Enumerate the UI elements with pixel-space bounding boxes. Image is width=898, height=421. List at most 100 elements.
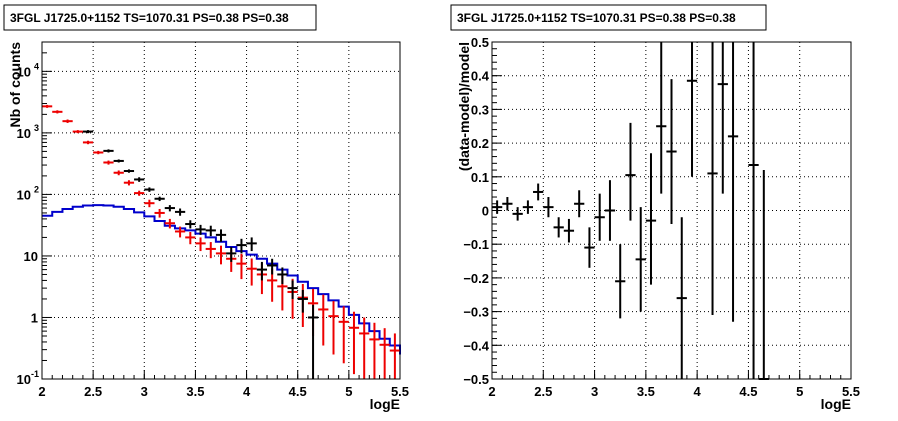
counts-title: 3FGL J1725.0+1152 TS=1070.31 PS=0.38 PS=… — [10, 11, 289, 25]
counts-xtick-label: 5 — [345, 384, 352, 399]
residual-point — [522, 200, 534, 214]
residuals-ytick-label: −0.2 — [463, 271, 489, 286]
residual-point — [645, 153, 657, 285]
model-count-point — [359, 317, 370, 379]
model-count-point — [185, 231, 196, 245]
model-count-point — [123, 180, 135, 186]
residual-point — [686, 42, 698, 177]
residual-point — [574, 190, 585, 218]
model-count-point — [215, 245, 227, 265]
residuals-ytick-label: −0.4 — [463, 338, 489, 353]
residuals-title-box — [450, 4, 767, 31]
residual-point — [543, 197, 554, 218]
residuals-ylabel: (data-model)/model — [456, 42, 472, 171]
model-count-point — [389, 333, 400, 379]
counts-ytick-label: 10 — [17, 126, 31, 141]
data-count-point — [307, 304, 319, 379]
counts-xtick-label: 3.5 — [186, 384, 204, 399]
residual-point — [492, 200, 503, 214]
counts-grid — [42, 42, 400, 379]
residual-point — [707, 42, 718, 315]
residuals-ytick-label: −0.1 — [463, 237, 489, 252]
model-count-point — [174, 226, 186, 238]
residual-point — [666, 79, 677, 224]
counts-ytick-exponent: -1 — [31, 369, 39, 379]
model-count-point — [134, 190, 145, 196]
residuals-grid — [492, 42, 851, 379]
model-count-point — [113, 170, 124, 176]
model-count-point — [338, 306, 349, 364]
data-count-point — [195, 224, 206, 235]
residuals-title: 3FGL J1725.0+1152 TS=1070.31 PS=0.38 PS=… — [457, 11, 736, 25]
residuals-xtick-label: 5.5 — [842, 384, 860, 399]
residuals-panel: 3FGL J1725.0+1152 TS=1070.31 PS=0.38 PS=… — [450, 4, 860, 412]
counts-frame — [41, 41, 401, 380]
data-count-point — [215, 229, 227, 242]
data-count-point — [297, 289, 308, 313]
counts-title-box — [3, 4, 317, 31]
model-count-point — [318, 294, 329, 346]
counts-xtick-label: 4.5 — [289, 384, 307, 399]
residuals-axes: 2 2.5 3 3.5 4 4.5 5 5.5 −0.5 −0.4 −0.3 −0.2 −0.1 0 0.1… — [463, 35, 860, 399]
residual-point — [502, 197, 513, 211]
data-count-point — [164, 205, 175, 212]
model-count-point — [93, 150, 104, 155]
model-count-point — [144, 199, 155, 208]
residuals-xlabel: logE — [821, 396, 851, 412]
data-count-point — [123, 169, 135, 173]
counts-marks — [42, 104, 401, 379]
counts-xtick-label: 2 — [38, 384, 45, 399]
counts-xlabel: logE — [370, 396, 400, 412]
counts-ylabel: Nb of counts — [7, 42, 23, 128]
data-count-point — [287, 280, 298, 299]
model-count-point — [195, 237, 206, 252]
residual-point — [758, 170, 769, 380]
model-count-point — [205, 242, 216, 259]
data-count-point — [246, 237, 257, 252]
data-count-point — [267, 258, 278, 275]
data-count-point — [236, 238, 247, 254]
residuals-xtick-label: 4 — [694, 384, 702, 399]
model-count-point — [164, 218, 175, 229]
counts-ytick-exponent: 2 — [34, 184, 39, 194]
data-count-point — [144, 187, 155, 192]
counts-ytick-exponent: 3 — [34, 123, 39, 133]
counts-ytick-label: 10 — [24, 249, 38, 264]
residual-point — [563, 218, 575, 243]
residual-point — [717, 42, 728, 194]
residual-point — [512, 207, 523, 221]
model-count-point — [72, 130, 83, 134]
model-count-point — [246, 258, 257, 286]
residuals-ytick-label: 0.5 — [471, 35, 489, 50]
data-count-point — [113, 159, 124, 163]
data-count-point — [277, 267, 288, 284]
counts-panel: 3FGL J1725.0+1152 TS=1070.31 PS=0.38 PS=… — [3, 4, 409, 412]
counts-ytick-label: 10 — [17, 372, 31, 387]
model-count-point — [328, 301, 339, 355]
residual-point — [594, 193, 605, 241]
residuals-xtick-label: 3.5 — [637, 384, 655, 399]
data-count-point — [154, 196, 165, 202]
data-count-point — [174, 208, 186, 216]
counts-ytick-label: 10 — [17, 187, 31, 202]
model-count-point — [348, 311, 360, 375]
counts-ytick-label: 10 — [17, 64, 31, 79]
data-count-point — [185, 220, 196, 229]
residual-point — [553, 217, 564, 238]
data-count-point — [103, 149, 114, 153]
model-count-point — [103, 160, 114, 165]
residuals-ytick-label: 0.4 — [471, 69, 490, 84]
residuals-xtick-label: 2 — [488, 384, 495, 399]
counts-xtick-label: 3 — [141, 384, 148, 399]
counts-ytick-label: 1 — [31, 310, 38, 325]
residuals-ytick-label: 0.1 — [471, 170, 489, 185]
residual-point — [656, 42, 667, 194]
model-count-point — [154, 208, 165, 218]
residual-point — [625, 122, 636, 221]
residual-point — [748, 42, 759, 379]
residuals-ytick-label: 0 — [482, 204, 489, 219]
data-count-point — [205, 225, 216, 237]
counts-xtick-label: 2.5 — [84, 384, 102, 399]
